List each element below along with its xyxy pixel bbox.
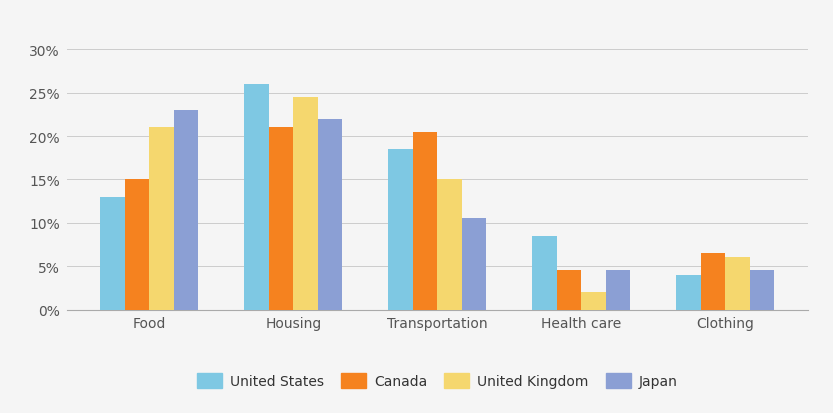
- Bar: [388, 150, 413, 310]
- Bar: [750, 271, 775, 310]
- Bar: [269, 128, 293, 310]
- Bar: [701, 254, 726, 310]
- Bar: [413, 133, 437, 310]
- Bar: [581, 292, 606, 310]
- Bar: [606, 271, 631, 310]
- Bar: [676, 275, 701, 310]
- Legend: United States, Canada, United Kingdom, Japan: United States, Canada, United Kingdom, J…: [190, 366, 685, 395]
- Bar: [174, 111, 198, 310]
- Bar: [461, 219, 486, 310]
- Bar: [726, 258, 750, 310]
- Bar: [149, 128, 174, 310]
- Bar: [100, 197, 125, 310]
- Bar: [532, 236, 556, 310]
- Bar: [318, 119, 342, 310]
- Bar: [244, 85, 269, 310]
- Bar: [293, 98, 318, 310]
- Bar: [437, 180, 461, 310]
- Bar: [125, 180, 149, 310]
- Bar: [556, 271, 581, 310]
